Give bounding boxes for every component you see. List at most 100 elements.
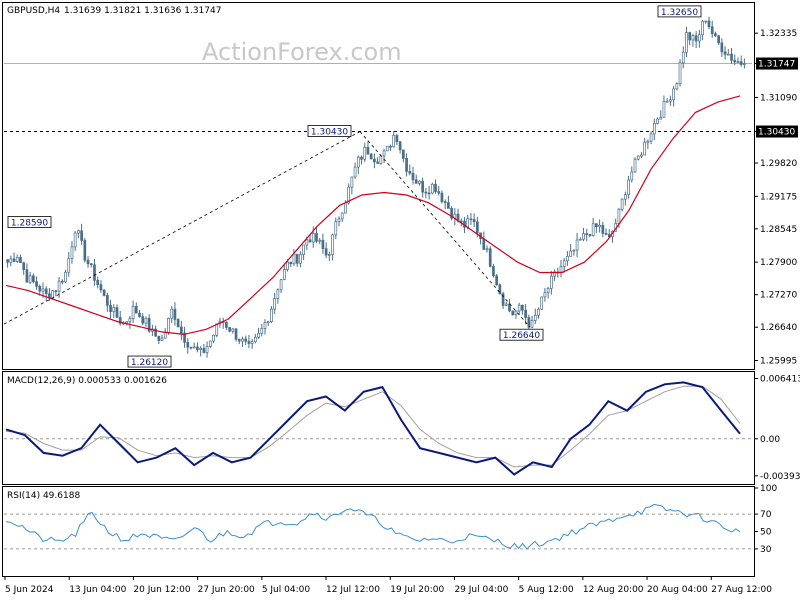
- candle-body: [398, 141, 402, 151]
- candle-body: [41, 288, 45, 292]
- candle-body: [308, 239, 312, 243]
- candle-body: [44, 288, 48, 295]
- rsi-line: [5, 503, 741, 550]
- candle-body: [340, 212, 344, 220]
- candle-body: [395, 135, 399, 143]
- candle-body: [601, 224, 605, 234]
- candle-body: [514, 310, 518, 315]
- price-tick-label: 1.26640: [760, 323, 797, 333]
- candle-body: [511, 310, 515, 315]
- candle-body: [241, 338, 244, 342]
- candle-body: [305, 239, 309, 246]
- x-tick-label: 5 Jul 04:00: [262, 585, 311, 595]
- candle-body: [482, 238, 486, 250]
- candle-body: [717, 35, 721, 44]
- x-tick-label: 5 Jun 2024: [5, 585, 54, 595]
- macd-signal-line: [5, 385, 741, 468]
- candle-body: [405, 158, 408, 172]
- candle-body: [22, 262, 26, 271]
- candle-body: [80, 230, 83, 241]
- candle-body: [617, 208, 621, 224]
- price-header-symbol: GBPUSD,H4: [7, 6, 60, 16]
- candle-body: [739, 61, 743, 65]
- candle-body: [662, 101, 666, 118]
- price-annotations: 1.28590 1.30430 1.26120 1.26640 1.32650: [3, 5, 702, 368]
- candle-body: [646, 140, 650, 143]
- macd-tick-label: -0.003938: [760, 472, 800, 482]
- candle-body: [321, 239, 325, 249]
- candle-body: [147, 317, 151, 332]
- candle-body: [77, 230, 80, 234]
- candle-body: [183, 332, 186, 343]
- candle-body: [669, 99, 672, 102]
- candle-body: [521, 304, 524, 311]
- candle-body: [192, 346, 196, 349]
- x-tick-label: 12 Aug 20:00: [583, 585, 644, 595]
- candle-body: [434, 183, 437, 192]
- price-tag-label: 1.31747: [758, 60, 795, 70]
- candle-body: [627, 179, 630, 196]
- x-tick-label: 20 Aug 04:00: [647, 585, 708, 595]
- candle-body: [623, 194, 627, 200]
- candle-body: [697, 34, 701, 42]
- candle-body: [273, 298, 277, 310]
- candle-body: [292, 253, 296, 265]
- candle-body: [337, 218, 341, 223]
- annotation-label: 1.26120: [131, 358, 168, 368]
- candle-body: [527, 317, 531, 328]
- candle-body: [289, 261, 293, 265]
- annotation-label: 1.30430: [311, 128, 348, 138]
- candle-body: [701, 20, 704, 36]
- candle-body: [231, 328, 235, 332]
- x-axis: 5 Jun 2024 13 Jun 04:00 20 Jun 12:00 27 Jun…: [4, 576, 772, 595]
- candle-body: [186, 342, 190, 348]
- annotation-label: 1.32650: [661, 8, 698, 18]
- candle-body: [572, 249, 576, 252]
- candle-body: [382, 150, 386, 157]
- candle-body: [392, 135, 396, 148]
- rsi-lines: [4, 503, 752, 550]
- candle-body: [704, 20, 708, 23]
- candle-body: [202, 347, 206, 353]
- candle-body: [250, 341, 254, 344]
- candle-body: [450, 208, 453, 219]
- candle-body: [472, 219, 476, 223]
- x-tick-label: 27 Jun 20:00: [198, 585, 255, 595]
- candle-body: [144, 317, 148, 324]
- candle-body: [585, 233, 589, 235]
- candle-body: [578, 238, 582, 241]
- candle-body: [237, 338, 241, 342]
- candle-body: [427, 192, 431, 195]
- candle-body: [347, 186, 351, 204]
- candle-body: [498, 284, 502, 294]
- price-tick-label: 1.32335: [760, 29, 797, 39]
- annotation-label: 1.28590: [11, 219, 48, 229]
- candle-body: [604, 233, 608, 235]
- annotation-box: [127, 355, 172, 368]
- candle-body: [466, 218, 470, 228]
- candle-body: [720, 42, 724, 53]
- candle-body: [376, 161, 379, 164]
- candle-body: [208, 340, 212, 347]
- candle-body: [253, 336, 257, 342]
- candle-body: [205, 346, 209, 353]
- candle-body: [562, 260, 566, 267]
- candle-body: [353, 166, 357, 178]
- candle-body: [134, 306, 138, 314]
- candle-body: [459, 220, 463, 223]
- candle-body: [424, 191, 428, 194]
- macd-header: MACD(12,26,9) 0.000533 0.001626: [7, 376, 167, 386]
- candle-body: [675, 83, 679, 90]
- candle-body: [356, 156, 360, 168]
- macd-tick-label: 0.00: [760, 435, 780, 445]
- candle-body: [633, 158, 637, 173]
- x-tick-label: 27 Aug 12:00: [711, 585, 772, 595]
- candle-body: [212, 334, 215, 342]
- x-tick-label: 12 Jul 12:00: [326, 585, 380, 595]
- candle-body: [543, 292, 547, 298]
- candle-body: [234, 328, 238, 340]
- candle-body: [115, 307, 119, 318]
- macd-tick-label: 0.006413: [760, 375, 800, 385]
- candle-body: [649, 133, 653, 142]
